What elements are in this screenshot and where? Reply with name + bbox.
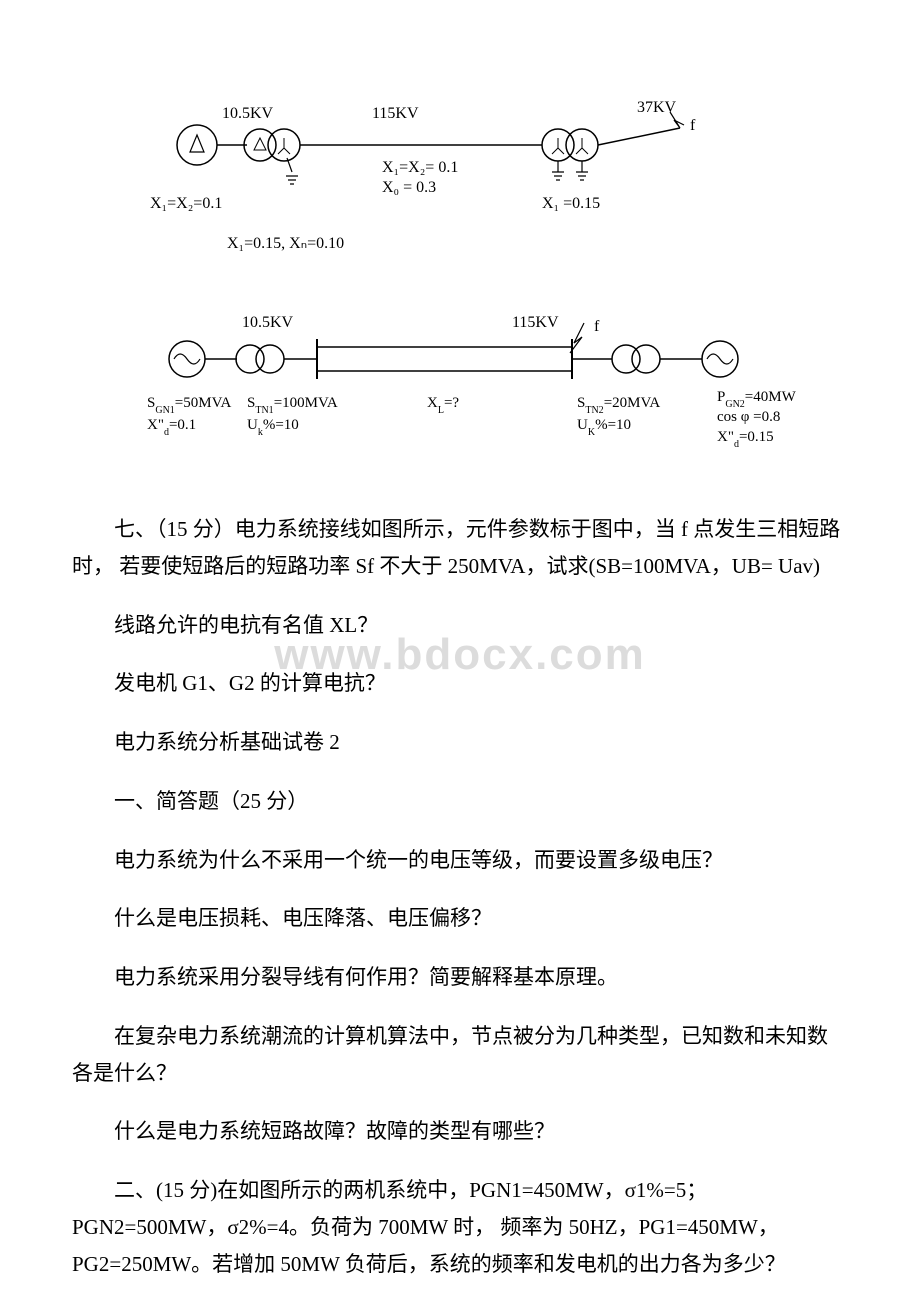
d2-fault-label: f — [594, 318, 600, 335]
circuit-diagram-1: 10.5KV 115KV 37KV — [142, 100, 848, 271]
d2-label-10-5kv: 10.5KV — [242, 314, 294, 331]
section2-text: 二、(15 分)在如图所示的两机系统中，PGN1=450MW，σ1%=5；PGN… — [72, 1172, 848, 1282]
d1-label-10-5kv: 10.5KV — [222, 105, 274, 122]
q7-sub1: 线路允许的电抗有名值 XL？ — [72, 607, 848, 644]
d2-xd1: X"d=0.1 — [147, 417, 196, 438]
section1-q2: 什么是电压损耗、电压降落、电压偏移？ — [72, 900, 848, 937]
d1-line-x0: X₀ = 0.3 — [382, 179, 436, 196]
d2-sgn1: SGN1=50MVA — [147, 395, 231, 416]
d2-uk1: Uk%=10 — [247, 417, 299, 438]
page-content: 10.5KV 115KV 37KV — [72, 100, 848, 1282]
d1-t1-x: X₁=0.15, Xₙ=0.10 — [227, 235, 344, 252]
d2-label-115kv: 115KV — [512, 314, 559, 331]
section1-title: 一、简答题（25 分） — [72, 783, 848, 820]
section1-q3: 电力系统采用分裂导线有何作用？简要解释基本原理。 — [72, 959, 848, 996]
d2-xd2: X"d=0.15 — [717, 429, 774, 450]
exam2-title: 电力系统分析基础试卷 2 — [72, 724, 848, 761]
d1-gen-x: X₁=X₂=0.1 — [150, 195, 222, 212]
d2-uk2: UK%=10 — [577, 417, 631, 438]
d2-cosphi: cos φ =0.8 — [717, 409, 780, 425]
d1-label-115kv: 115KV — [372, 105, 419, 122]
section1-q4: 在复杂电力系统潮流的计算机算法中，节点被分为几种类型，已知数和未知数各是什么？ — [72, 1018, 848, 1092]
d1-t2-x: X₁ =0.15 — [542, 195, 600, 212]
circuit-diagram-2: 10.5KV 115KV f — [142, 311, 848, 462]
section1-q1: 电力系统为什么不采用一个统一的电压等级，而要设置多级电压？ — [72, 842, 848, 879]
q7-sub2: 发电机 G1、G2 的计算电抗？ — [72, 665, 848, 702]
d2-xl: XL=? — [427, 395, 459, 416]
section1-q5: 什么是电力系统短路故障？故障的类型有哪些？ — [72, 1113, 848, 1150]
d1-line-x12: X₁=X₂= 0.1 — [382, 159, 458, 176]
d1-fault-label: f — [690, 117, 696, 134]
d2-stn1: STN1=100MVA — [247, 395, 338, 416]
d2-stn2: STN2=20MVA — [577, 395, 660, 416]
q7-main: 七、（15 分）电力系统接线如图所示，元件参数标于图中，当 f 点发生三相短路时… — [72, 511, 848, 585]
d2-pgn2: PGN2=40MW — [717, 389, 797, 410]
